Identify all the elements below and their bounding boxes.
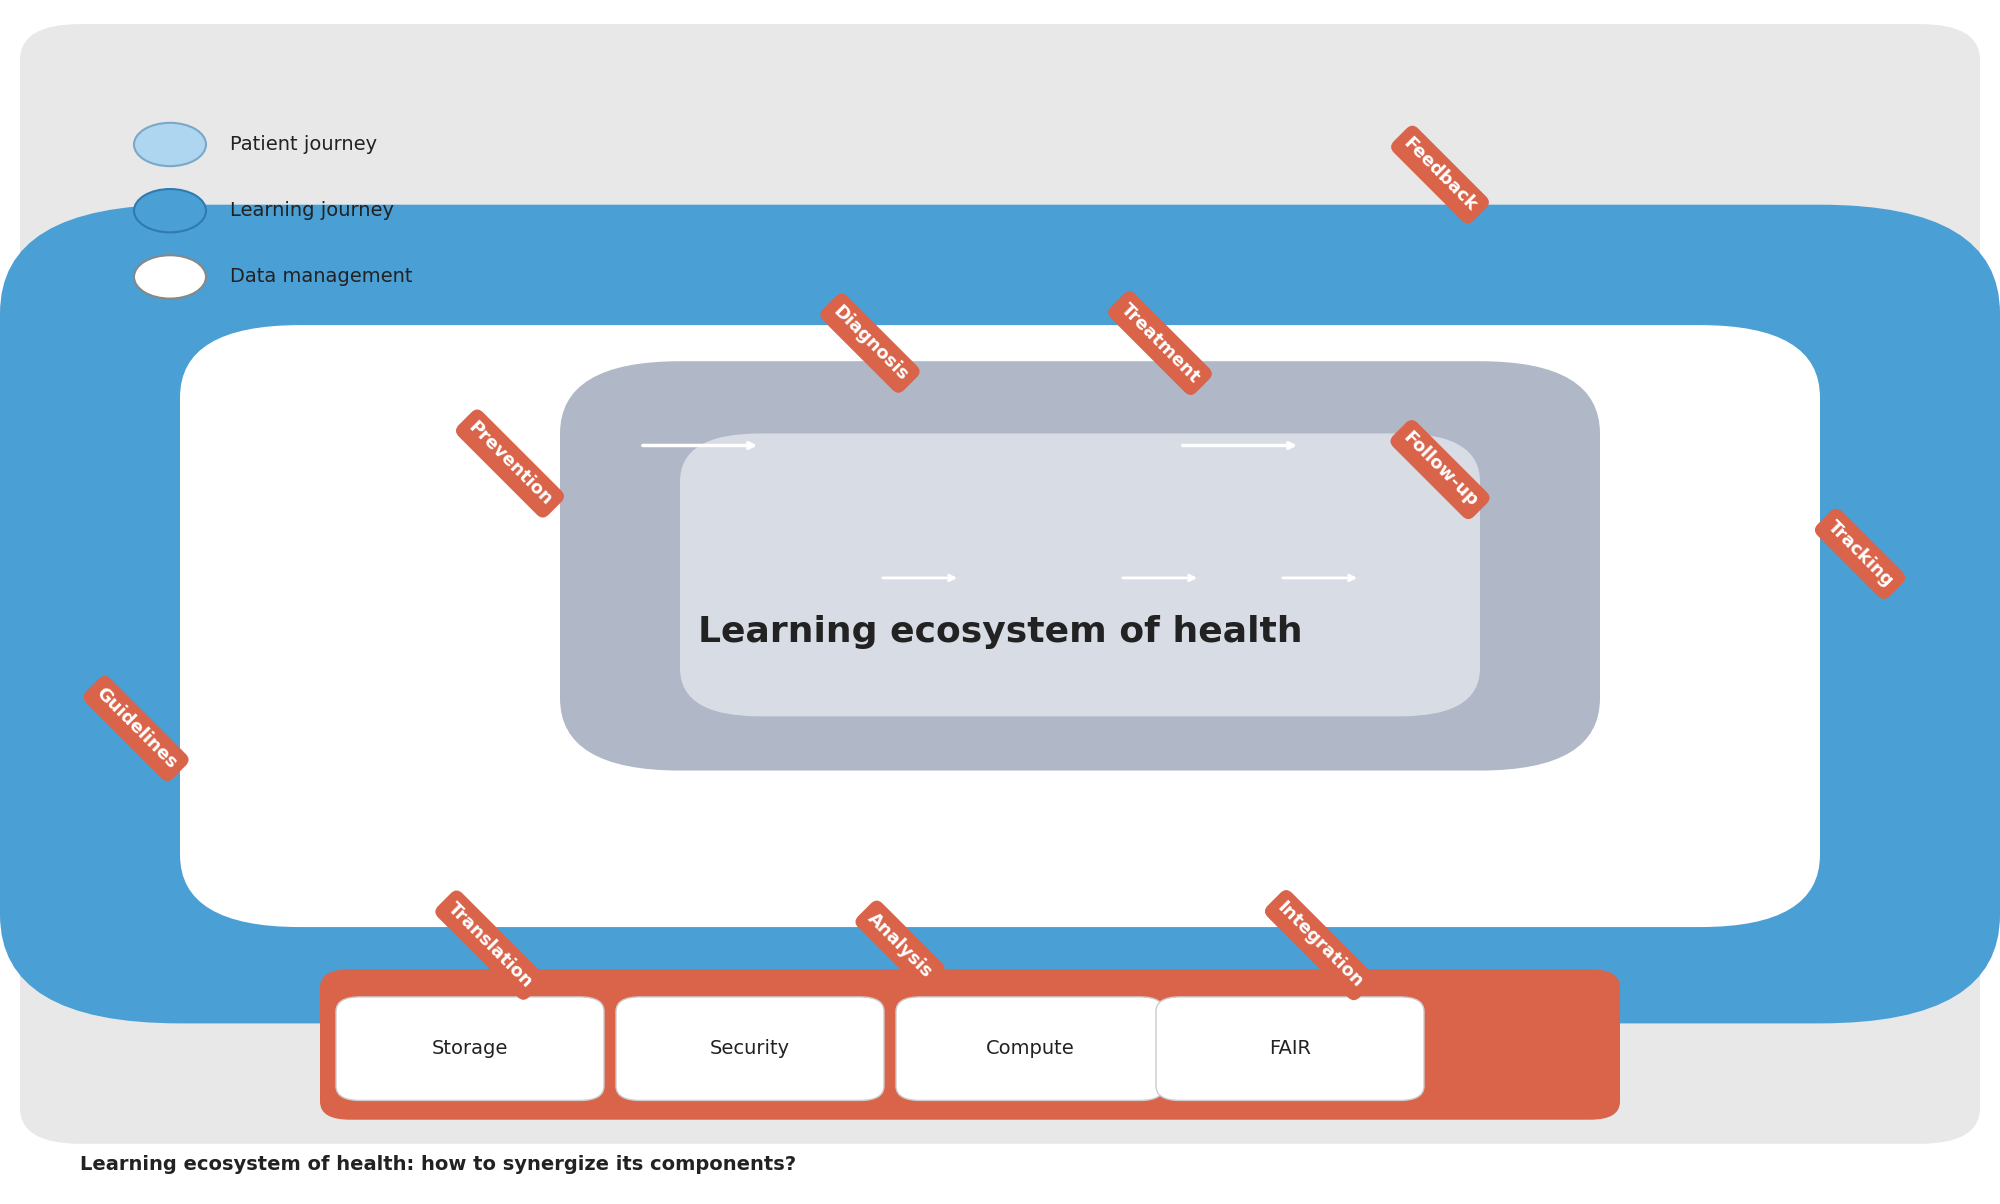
FancyBboxPatch shape [616, 997, 884, 1100]
Text: Learning journey: Learning journey [230, 201, 394, 220]
Text: Compute: Compute [986, 1039, 1074, 1058]
FancyBboxPatch shape [560, 361, 1600, 771]
Text: Guidelines: Guidelines [92, 684, 180, 773]
Text: Patient journey: Patient journey [230, 135, 378, 154]
FancyBboxPatch shape [20, 24, 1980, 1144]
Text: Tracking: Tracking [1824, 518, 1896, 590]
Circle shape [134, 255, 206, 299]
Text: Translation: Translation [444, 899, 536, 991]
Text: Storage: Storage [432, 1039, 508, 1058]
FancyBboxPatch shape [336, 997, 604, 1100]
Text: Learning ecosystem of health: how to synergize its components?: Learning ecosystem of health: how to syn… [80, 1155, 796, 1174]
Text: FAIR: FAIR [1270, 1039, 1312, 1058]
Text: Learning ecosystem of health: Learning ecosystem of health [698, 615, 1302, 649]
Text: Data management: Data management [230, 267, 412, 287]
Text: Integration: Integration [1274, 898, 1366, 992]
Text: Diagnosis: Diagnosis [828, 302, 912, 384]
Text: Analysis: Analysis [864, 909, 936, 981]
FancyBboxPatch shape [1156, 997, 1424, 1100]
Text: Prevention: Prevention [464, 418, 556, 509]
Text: Feedback: Feedback [1400, 134, 1480, 216]
Circle shape [134, 189, 206, 232]
FancyBboxPatch shape [320, 969, 1620, 1120]
FancyBboxPatch shape [180, 325, 1820, 927]
Text: Security: Security [710, 1039, 790, 1058]
FancyBboxPatch shape [0, 205, 2000, 1023]
FancyBboxPatch shape [680, 433, 1480, 716]
Text: Follow-up: Follow-up [1398, 429, 1482, 510]
Circle shape [134, 123, 206, 166]
Text: Treatment: Treatment [1116, 300, 1204, 386]
FancyBboxPatch shape [896, 997, 1164, 1100]
